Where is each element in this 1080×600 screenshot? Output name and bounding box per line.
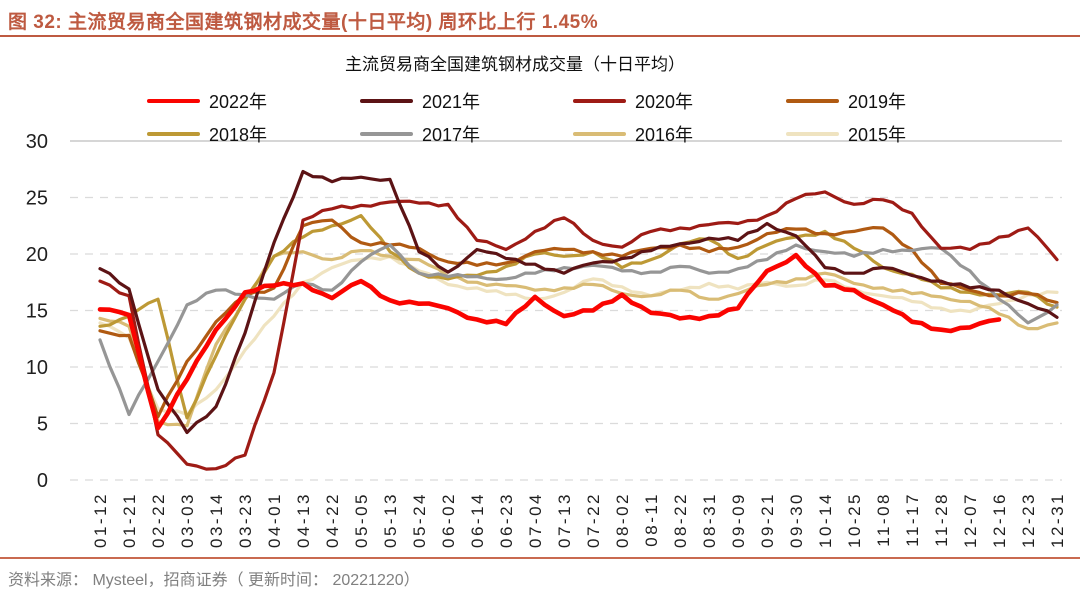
series-line-2018年: [98, 214, 1059, 420]
title-underline: [0, 35, 1080, 37]
y-tick-label: 20: [26, 244, 48, 266]
footer-rule: [0, 557, 1080, 559]
x-tick-label: 09-09: [729, 492, 748, 548]
chart-legend: 2022年 2021年 2020年 2019年 2018年 2017年 2016年 2015年: [147, 84, 1077, 150]
legend-line-swatch: [147, 98, 200, 103]
y-tick-label: 25: [26, 188, 48, 210]
x-tick-label: 09-30: [787, 492, 806, 548]
legend-line-swatch: [573, 98, 626, 103]
x-tick-label: 07-22: [584, 492, 603, 548]
x-tick-label: 04-22: [323, 492, 342, 548]
x-tick-label: 12-31: [1048, 492, 1067, 548]
x-tick-label: 03-23: [236, 492, 255, 548]
x-tick-label: 05-24: [410, 492, 429, 548]
x-tick-label: 04-13: [294, 492, 313, 548]
x-tick-label: 01-21: [120, 492, 139, 548]
x-tick-label: 11-28: [932, 492, 951, 547]
x-tick-label: 12-07: [961, 492, 980, 548]
y-tick-label: 30: [26, 131, 48, 153]
x-tick-label: 06-23: [497, 492, 516, 548]
x-tick-label: 11-08: [874, 492, 893, 547]
x-tick-label: 08-22: [671, 492, 690, 548]
x-tick-label: 08-02: [613, 492, 632, 548]
legend-label: 2018年: [209, 124, 268, 145]
legend-line-swatch: [147, 131, 200, 136]
legend-item-2019年: 2019年: [786, 88, 999, 114]
x-tick-label: 08-11: [642, 492, 661, 547]
legend-item-2021年: 2021年: [360, 88, 573, 114]
legend-item-2022年: 2022年: [147, 88, 360, 114]
x-tick-label: 03-14: [207, 492, 226, 548]
x-tick-label: 10-14: [816, 492, 835, 548]
legend-line-swatch: [573, 131, 626, 136]
legend-line-swatch: [360, 131, 413, 136]
y-tick-label: 15: [26, 301, 48, 323]
legend-item-2015年: 2015年: [786, 121, 999, 147]
x-tick-label: 02-22: [149, 492, 168, 548]
x-tick-label: 07-04: [526, 492, 545, 548]
series-line-2022年: [97, 252, 1002, 431]
series-line-2020年: [98, 190, 1059, 471]
legend-line-swatch: [786, 131, 839, 136]
legend-label: 2020年: [635, 91, 694, 112]
legend-line-swatch: [786, 98, 839, 103]
x-tick-label: 11-17: [903, 492, 922, 547]
legend-item-2018年: 2018年: [147, 121, 360, 147]
legend-label: 2016年: [635, 124, 694, 145]
x-tick-label: 10-25: [845, 492, 864, 548]
chart-title: 主流贸易商全国建筑钢材成交量（十日平均）: [345, 55, 685, 74]
legend-item-2016年: 2016年: [573, 121, 786, 147]
figure-title: 图 32: 主流贸易商全国建筑钢材成交量(十日平均) 周环比上行 1.45%: [8, 12, 599, 33]
legend-label: 2022年: [209, 91, 268, 112]
x-tick-label: 06-14: [468, 492, 487, 548]
legend-row-2: 2018年 2017年 2016年 2015年: [147, 117, 1077, 150]
series-line-2017年: [98, 243, 1059, 417]
legend-label: 2021年: [422, 91, 481, 112]
y-tick-label: 5: [37, 414, 48, 436]
x-tick-label: 05-05: [352, 492, 371, 548]
series-line-2019年: [98, 218, 1059, 419]
legend-label: 2015年: [848, 124, 907, 145]
x-tick-label: 12-16: [990, 492, 1009, 548]
y-tick-label: 10: [26, 357, 48, 379]
y-tick-label: 0: [37, 470, 48, 492]
x-tick-label: 05-13: [381, 492, 400, 548]
legend-item-2017年: 2017年: [360, 121, 573, 147]
x-tick-label: 09-21: [758, 492, 777, 548]
legend-line-swatch: [360, 98, 413, 103]
x-tick-label: 03-03: [178, 492, 197, 548]
legend-row-1: 2022年 2021年 2020年 2019年: [147, 84, 1077, 117]
x-tick-label: 08-31: [700, 492, 719, 548]
x-tick-label: 06-02: [439, 492, 458, 548]
legend-label: 2017年: [422, 124, 481, 145]
legend-item-2020年: 2020年: [573, 88, 786, 114]
x-tick-label: 12-23: [1019, 492, 1038, 548]
source-note: 资料来源： Mysteel，招商证券（ 更新时间： 20221220）: [8, 572, 420, 589]
x-tick-label: 01-12: [91, 492, 110, 548]
x-tick-label: 07-13: [555, 492, 574, 548]
x-tick-label: 04-01: [265, 492, 284, 548]
legend-label: 2019年: [848, 91, 907, 112]
